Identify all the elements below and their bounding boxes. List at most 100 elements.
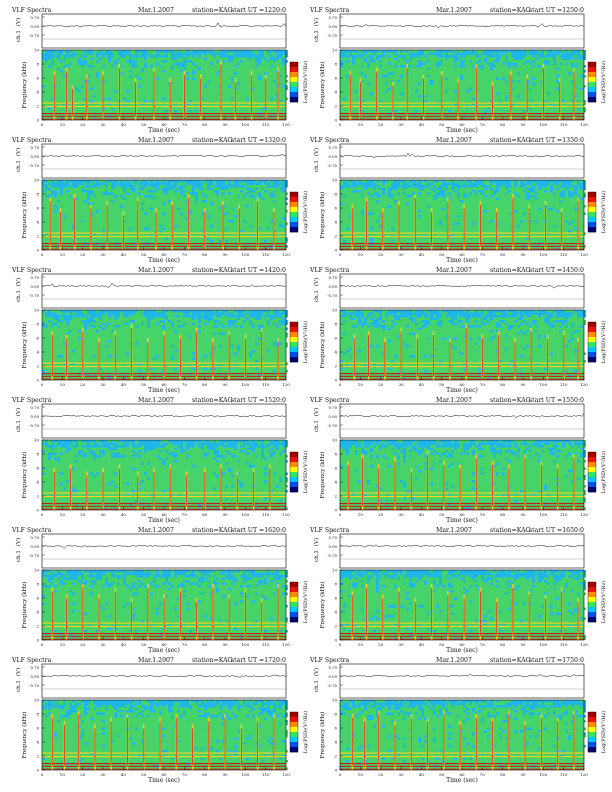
spectrogram-cell	[57, 187, 60, 190]
spectrogram-cell	[177, 180, 180, 183]
spectrogram-cell	[129, 335, 132, 338]
spectrogram-cell	[243, 180, 246, 183]
spectrogram-cell	[48, 180, 51, 183]
spectrogram-cell	[523, 195, 526, 198]
spectrogram-cell	[45, 182, 48, 185]
spectrogram-cell	[45, 192, 48, 195]
spectrogram-cell	[195, 320, 198, 323]
spectrogram-cell	[538, 207, 541, 210]
colorbar-segment	[588, 62, 596, 68]
spectrogram-cell	[57, 347, 60, 350]
spectrogram-cell	[201, 50, 204, 53]
spectrogram-cell	[183, 50, 186, 53]
frequency-axis-label: Frequency (kHz)	[21, 322, 28, 369]
spectrogram-cell	[538, 90, 541, 93]
spectrogram-cell	[472, 52, 475, 55]
spectrogram-cell	[349, 52, 352, 55]
spectrogram-cell	[364, 97, 367, 100]
spectrogram-cell	[102, 315, 105, 318]
spectrogram-cell	[183, 367, 186, 370]
spectrogram-cell	[568, 185, 571, 188]
spectrogram-cell	[358, 110, 361, 113]
spectrogram-cell	[273, 57, 276, 60]
spectrogram-cell	[198, 180, 201, 183]
spectrogram-cell	[264, 310, 267, 313]
spectrogram-cell	[261, 182, 264, 185]
spectrogram-cell	[138, 192, 141, 195]
spectrogram-cell	[219, 322, 222, 325]
spectrogram-cell	[102, 185, 105, 188]
spectrogram-cell	[222, 52, 225, 55]
spectrogram-cell	[96, 215, 99, 218]
spectrogram-cell	[75, 200, 78, 203]
spectrogram-cell	[520, 182, 523, 185]
spectrogram-cell	[258, 185, 261, 188]
spectrogram-cell	[412, 182, 415, 185]
spectrogram-cell	[285, 55, 288, 58]
spectrogram-cell	[547, 200, 550, 203]
spectrogram-cell	[225, 237, 228, 240]
spectrogram-cell	[141, 52, 144, 55]
spectrogram-cell	[433, 55, 436, 58]
spectrogram-cell	[388, 50, 391, 53]
spectrogram-cell	[99, 317, 102, 320]
spectrogram-cell	[412, 185, 415, 188]
spectrogram-cell	[111, 312, 114, 315]
spectrogram-cell	[364, 180, 367, 183]
spectrogram-cell	[81, 240, 84, 243]
spectrogram-cell	[90, 352, 93, 355]
spectrogram-cell	[129, 185, 132, 188]
spectrogram-cell	[171, 50, 174, 53]
spectrogram-cell	[99, 52, 102, 55]
spectrogram-cell	[264, 55, 267, 58]
spectrogram-cell	[63, 222, 66, 225]
spectrogram-cell	[285, 335, 288, 338]
spectrogram-cell	[177, 65, 180, 68]
spectrogram-cell	[201, 182, 204, 185]
spectrogram-cell	[583, 205, 586, 208]
spectrogram-cell	[264, 240, 267, 243]
time-tick-label: 10	[60, 382, 66, 387]
time-tick-label: 100	[540, 252, 548, 257]
spectrogram-cell	[204, 185, 207, 188]
spectrogram-cell	[505, 192, 508, 195]
spectrogram-cell	[168, 187, 171, 190]
spectrogram-cell	[87, 80, 90, 83]
spectrogram-cell	[496, 185, 499, 188]
spectrogram-cell	[204, 367, 207, 370]
spectrogram-cell	[132, 62, 135, 65]
burst-core	[51, 335, 53, 376]
spectrogram-cell	[213, 355, 216, 358]
spectrogram-cell	[237, 107, 240, 110]
spectrogram-cell	[556, 80, 559, 83]
spectrogram-cell	[445, 80, 448, 83]
spectrogram-cell	[72, 85, 75, 88]
spectrogram-cell	[493, 90, 496, 93]
spectrogram-cell	[129, 197, 132, 200]
spectrogram-cell	[490, 52, 493, 55]
spectrogram-cell	[138, 190, 141, 193]
spectrogram-cell	[270, 57, 273, 60]
spectrogram-cell	[228, 52, 231, 55]
spectrogram-cell	[282, 230, 285, 233]
spectrogram-cell	[508, 50, 511, 53]
spectrogram-cell	[445, 50, 448, 53]
spectrogram-cell	[547, 217, 550, 220]
spectrogram-cell	[424, 237, 427, 240]
spectrogram-cell	[436, 187, 439, 190]
spectrogram-cell	[252, 325, 255, 328]
spectrogram-cell	[81, 75, 84, 78]
spectrogram-cell	[201, 97, 204, 100]
burst-core	[220, 64, 222, 116]
spectrogram-cell	[153, 340, 156, 343]
spectrogram-cell	[240, 370, 243, 373]
spectrogram-cell	[222, 352, 225, 355]
spectrogram-cell	[415, 52, 418, 55]
spectrogram-cell	[499, 197, 502, 200]
spectrogram-cell	[165, 315, 168, 318]
spectrogram-cell	[225, 100, 228, 103]
colorbar-segment	[588, 87, 596, 93]
spectrogram-cell	[550, 62, 553, 65]
spectrogram-cell	[171, 185, 174, 188]
spectrogram-cell	[370, 192, 373, 195]
